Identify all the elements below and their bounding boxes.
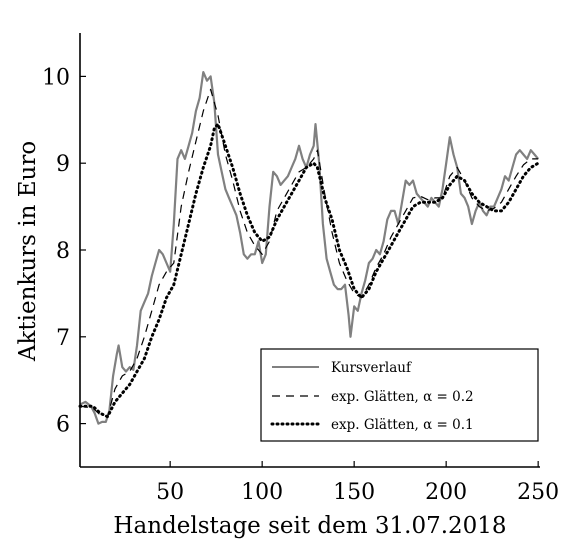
series-line-alpha-01 <box>78 122 540 419</box>
y-tick-label: 6 <box>56 413 70 438</box>
legend-label-kursverlauf: Kursverlauf <box>331 360 412 376</box>
legend: Kursverlauf exp. Glätten, α = 0.2 exp. G… <box>260 348 539 442</box>
legend-label-alpha-02: exp. Glätten, α = 0.2 <box>331 389 474 405</box>
x-tick-label: 100 <box>241 480 283 505</box>
plot-area <box>78 70 540 425</box>
ticks: 50 100 150 200 250 6 7 8 9 10 <box>42 65 559 505</box>
y-tick-label: 9 <box>56 152 70 177</box>
y-tick-label: 7 <box>56 326 70 351</box>
x-tick-label: 50 <box>156 480 184 505</box>
x-tick-label: 150 <box>333 480 375 505</box>
series-line-alpha-02 <box>79 88 539 418</box>
y-tick-label: 8 <box>56 239 70 264</box>
legend-box <box>260 348 539 442</box>
series-line-kursverlauf <box>79 70 540 425</box>
y-tick-label: 10 <box>42 65 70 90</box>
x-tick-label: 250 <box>517 480 559 505</box>
y-axis-label: Aktienkurs in Euro <box>15 141 41 362</box>
x-tick-label: 200 <box>425 480 467 505</box>
x-axis-label: Handelstage seit dem 31.07.2018 <box>113 513 506 539</box>
legend-label-alpha-01: exp. Glätten, α = 0.1 <box>331 417 474 433</box>
